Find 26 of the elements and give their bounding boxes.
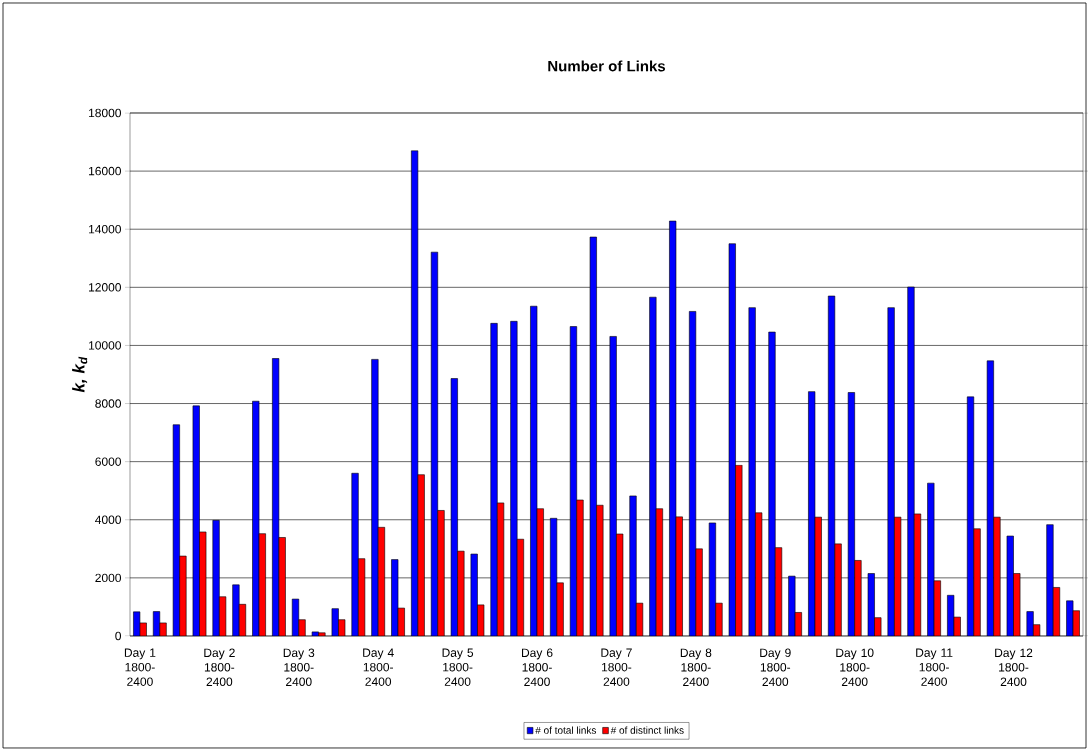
x-tick-label: Day 3 1800-2400 bbox=[283, 648, 315, 687]
x-tick-label: Day 9 1800-2400 bbox=[760, 648, 791, 687]
legend-label: # of distinct links bbox=[610, 726, 684, 734]
y-tick-label: 18000 bbox=[89, 108, 122, 118]
x-tick-label: Day 11 1800-2400 bbox=[916, 648, 953, 686]
y-tick-label: 4000 bbox=[95, 515, 122, 524]
x-tick-label: Day 6 1800-2400 bbox=[522, 648, 553, 687]
y-tick-label: 16000 bbox=[89, 166, 122, 176]
y-tick-label: 8000 bbox=[95, 399, 122, 408]
y-tick-label: 6000 bbox=[95, 457, 122, 466]
x-tick-label: Day 4 1800-2400 bbox=[363, 648, 394, 686]
x-tick-label: Day 8 1800-2400 bbox=[680, 648, 712, 687]
x-tick-label: Day 7 1800-2400 bbox=[601, 648, 632, 686]
y-tick-label: 10000 bbox=[89, 341, 122, 350]
x-tick-label: Day 10 1800-2400 bbox=[836, 648, 874, 687]
y-tick-label: 14000 bbox=[89, 224, 122, 234]
legend-label: # of total links bbox=[535, 726, 597, 734]
x-tick-label: Day 2 1800-2400 bbox=[204, 648, 235, 687]
y-tick-label: 2000 bbox=[95, 573, 122, 583]
x-tick-label: Day 5 1800-2400 bbox=[442, 648, 474, 686]
y-axis-title: k, k$_{d}$ bbox=[72, 356, 88, 393]
chart-title: Number of Links bbox=[548, 60, 666, 72]
x-tick-label: Day 12 1800-2400 bbox=[995, 648, 1033, 687]
y-tick-label: 0 bbox=[115, 631, 122, 641]
y-tick-label: 12000 bbox=[89, 283, 122, 292]
x-tick-label: Day 1 1800-2400 bbox=[124, 648, 156, 686]
